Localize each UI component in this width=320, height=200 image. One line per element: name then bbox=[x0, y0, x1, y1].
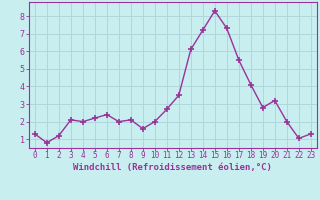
X-axis label: Windchill (Refroidissement éolien,°C): Windchill (Refroidissement éolien,°C) bbox=[73, 163, 272, 172]
